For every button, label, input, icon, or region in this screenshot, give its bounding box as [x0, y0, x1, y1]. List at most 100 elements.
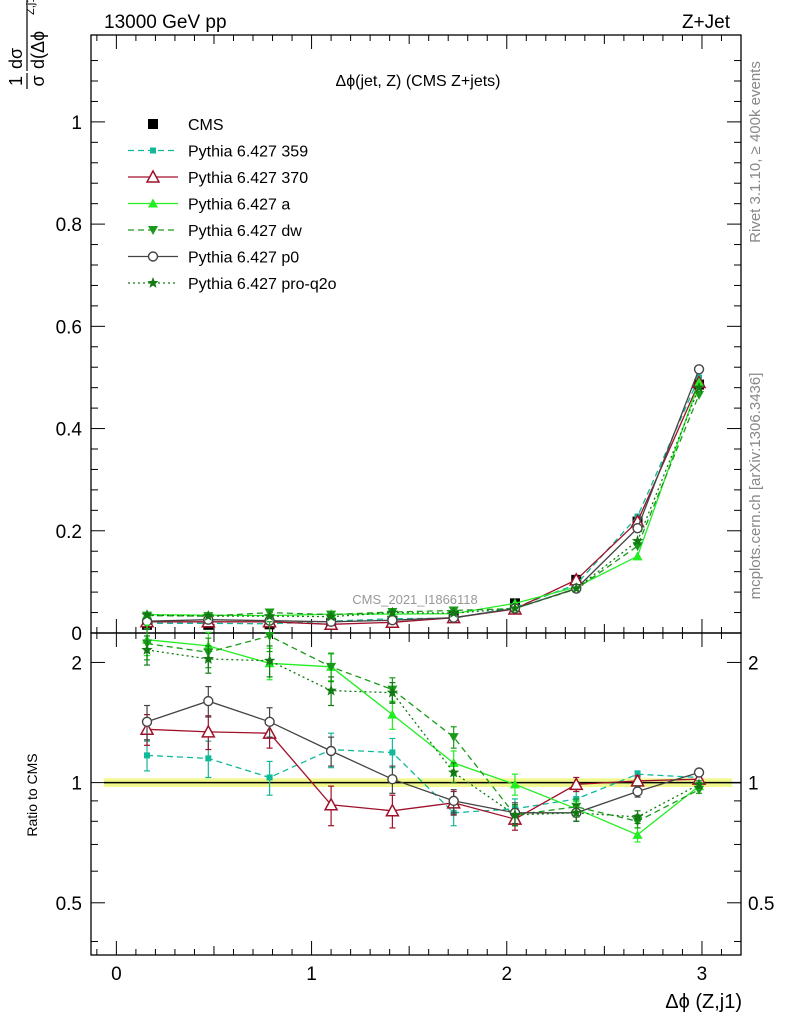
main-series-line	[147, 382, 700, 625]
ratio-point	[325, 684, 337, 696]
x-tick-label: 2	[501, 964, 512, 985]
ratio-series-line	[146, 635, 700, 822]
main-series	[141, 364, 705, 627]
ratio-series-line	[146, 748, 700, 814]
ratio-point	[203, 695, 214, 707]
ratio-point	[266, 774, 273, 781]
main-point	[386, 606, 399, 618]
ratio-point	[202, 653, 214, 664]
ratio-point	[631, 811, 644, 822]
legend-marker	[148, 198, 158, 208]
ratio-series	[139, 714, 707, 831]
main-point	[632, 551, 643, 561]
ratio-point	[632, 786, 643, 797]
ratio-point	[509, 779, 520, 789]
ratio-point	[568, 776, 584, 791]
ratio-point	[693, 767, 705, 778]
y-axis-label: 1 σ dσ d(Δϕ Z,j1 )	[6, 0, 48, 89]
main-series	[142, 377, 705, 620]
legend-item: CMS	[148, 117, 224, 134]
main-title: Δϕ(jet, Z) (CMS Z+jets)	[336, 73, 501, 90]
ratio-point	[389, 749, 396, 756]
svg-text:1: 1	[6, 76, 26, 86]
ratio-y-tick-label-left: 1	[71, 774, 82, 795]
watermark: CMS_2021_I1866118	[352, 592, 478, 607]
ratio-point	[323, 797, 339, 811]
legend-item: Pythia 6.427 p0	[128, 250, 299, 267]
main-point	[141, 616, 153, 627]
ratio-y-tick-label-right: 1	[748, 774, 759, 795]
legend-label: Pythia 6.427 dw	[188, 223, 302, 240]
ratio-point	[325, 745, 337, 757]
main-point	[202, 610, 214, 621]
main-point	[448, 607, 460, 618]
legend-item: Pythia 6.427 pro-q2o	[128, 276, 337, 293]
ratio-point	[632, 829, 643, 839]
ratio-point	[264, 716, 275, 728]
ratio-series	[141, 635, 705, 827]
svg-text:dσ: dσ	[6, 48, 26, 69]
ratio-point	[144, 752, 151, 759]
ratio-ylabel: Ratio to CMS	[24, 753, 40, 836]
legend-label: Pythia 6.427 p0	[188, 250, 299, 267]
x-axis-label: Δϕ (Z,j1)	[665, 991, 742, 1013]
ratio-plot-frame	[90, 632, 742, 956]
legend-label: Pythia 6.427 pro-q2o	[188, 276, 337, 293]
ratio-y-tick-label-right: 0.5	[748, 894, 774, 915]
legend-marker	[150, 147, 156, 154]
ratio-series-line	[146, 700, 700, 814]
legend-label: Pythia 6.427 a	[188, 197, 290, 214]
main-point	[325, 610, 337, 622]
ratio-series	[141, 685, 705, 825]
main-point	[263, 610, 276, 621]
main-point	[387, 615, 398, 626]
ratio-point	[509, 808, 521, 820]
ratio-point	[385, 803, 400, 817]
main-series-line	[146, 382, 700, 617]
side-label-bottom: mcplots.cern.ch [arXiv:1306.3436]	[747, 373, 764, 600]
x-tick-label: 0	[111, 964, 122, 985]
ratio-series-line	[146, 639, 700, 836]
ratio-point	[386, 686, 399, 698]
legend-marker	[147, 251, 159, 262]
svg-text:Z,j1: Z,j1	[25, 0, 37, 15]
ratio-series-line	[146, 649, 700, 818]
main-point	[693, 364, 705, 375]
header-left: 13000 GeV pp	[104, 12, 227, 33]
ratio-point	[326, 662, 337, 672]
main-point	[632, 523, 643, 534]
ratio-point	[205, 755, 212, 762]
ratio-point	[201, 724, 216, 738]
x-tick-label: 3	[697, 964, 708, 985]
ratio-y-tick-label-left: 2	[71, 653, 82, 674]
legend-label: Pythia 6.427 370	[188, 170, 308, 187]
legend-marker	[145, 169, 161, 183]
legend-marker	[148, 119, 158, 129]
main-series-line	[146, 394, 700, 617]
main-series	[141, 381, 705, 622]
main-y-tick-label: 0.2	[56, 522, 82, 543]
ratio-point	[263, 654, 276, 666]
ratio-point	[141, 643, 153, 655]
ratio-y-tick-label-right: 2	[748, 653, 759, 674]
main-point	[570, 582, 582, 594]
ratio-point	[448, 733, 459, 743]
svg-text:σ: σ	[28, 75, 48, 86]
legend-marker	[147, 277, 159, 288]
svg-text:d(Δϕ: d(Δϕ	[28, 31, 48, 69]
ratio-point	[141, 716, 153, 728]
legend-marker	[148, 226, 158, 235]
ratio-point	[387, 709, 398, 719]
ratio-point	[387, 773, 398, 785]
main-series	[144, 374, 703, 627]
main-point	[141, 609, 153, 620]
legend-label: CMS	[188, 117, 224, 134]
main-y-tick-label: 0.6	[56, 317, 82, 338]
legend-item: Pythia 6.427 370	[128, 169, 308, 187]
legend: CMS Pythia 6.427 359 Pythia 6.427 370 Pythi…	[128, 117, 337, 293]
side-label-top: Rivet 3.1.10, ≥ 400k events	[747, 61, 764, 243]
legend-item: Pythia 6.427 359	[128, 144, 308, 161]
ratio-y-tick-label-left: 0.5	[56, 894, 82, 915]
main-y-tick-label: 0.4	[56, 420, 83, 441]
ratio-point	[264, 631, 275, 641]
